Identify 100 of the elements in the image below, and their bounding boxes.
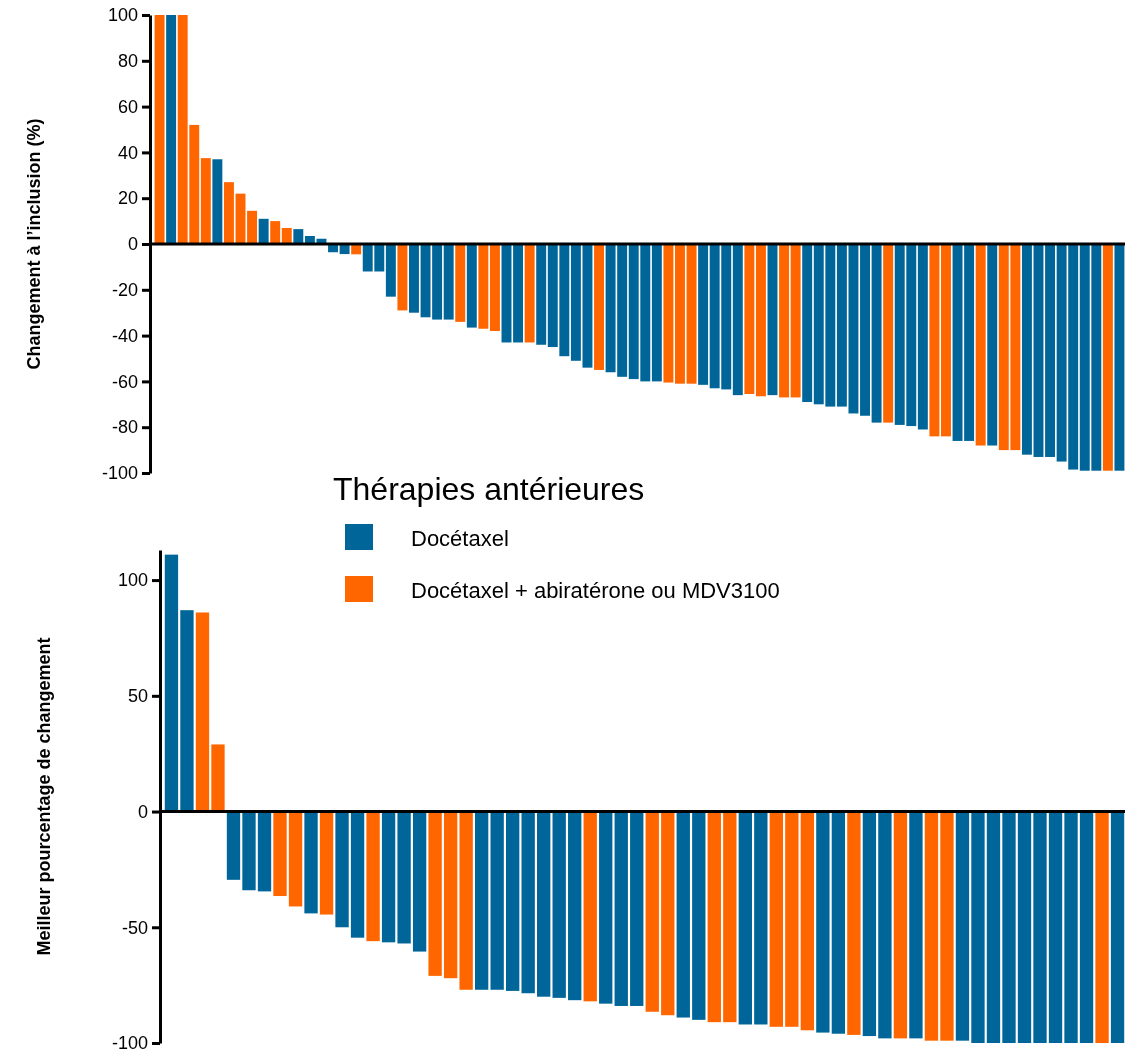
bar [552,811,566,998]
bar [288,811,303,907]
y-tick-label: 20 [117,188,138,209]
bar [940,811,954,1041]
bar [258,218,269,244]
bar [955,811,970,1041]
bar [1033,244,1044,457]
y-tick-label: 0 [137,801,148,822]
bar [686,244,697,384]
bar [397,811,411,944]
y-tick-label: 60 [117,96,138,117]
bar [568,811,582,1001]
bar [1017,811,1032,1043]
bar [707,811,721,1023]
bar [166,15,177,244]
bar [599,811,613,1004]
bar [226,811,241,880]
y-tick-label: 100 [117,570,148,591]
bar [247,210,258,244]
bar [211,744,225,812]
bar [909,811,923,1039]
bar [536,244,547,345]
bar [443,244,454,320]
bar [304,811,318,914]
bar [513,244,524,343]
y-tick-label: -40 [111,325,138,346]
bar [723,811,737,1023]
y-tick-label: -60 [111,371,138,392]
bar [490,811,504,990]
legend-label: Docétaxel + abiratérone ou MDV3100 [411,578,780,603]
bar [860,244,870,416]
bar [180,610,194,812]
bar [397,244,408,311]
bar [242,811,256,891]
bar [986,811,1001,1043]
bar [474,811,489,990]
bar [924,811,939,1041]
bar [971,811,985,1043]
bar [1045,244,1056,457]
bar [385,244,396,297]
bar [594,244,604,370]
y-axis-title: Meilleur pourcentage de changement [34,637,54,956]
legend-label: Docétaxel [411,526,509,551]
bar [466,244,477,328]
bar [785,811,799,1027]
bar [273,811,287,897]
bar [676,811,690,1018]
bar [223,182,234,244]
bar [281,227,292,244]
y-tick-label: 0 [127,234,138,255]
bar [769,811,783,1027]
bar [164,554,179,812]
bar [350,811,365,938]
bar [366,811,380,942]
y-tick-label: -100 [111,1033,148,1054]
bar [270,221,281,244]
bar [732,244,743,396]
bar [754,811,768,1025]
bar [506,811,520,991]
bar [583,811,597,1002]
bar [744,244,755,394]
bar [335,811,349,928]
bar [293,229,304,244]
bar [878,811,892,1039]
bar [537,811,551,997]
bar [443,811,458,979]
bar [917,244,928,430]
bar [645,811,659,1012]
bar [987,244,998,446]
bar [816,811,830,1033]
y-tick-label: -20 [111,280,138,301]
y-tick-label: 100 [107,5,138,26]
bar [1048,811,1063,1043]
bar [154,15,165,244]
bar [651,244,662,382]
bar [412,811,427,952]
bar [630,811,644,1006]
bar [200,158,211,244]
bar [675,244,685,384]
bar [800,811,815,1031]
bar [661,811,675,1016]
y-tick-label: 50 [127,686,148,707]
bar [524,244,535,343]
bar [941,244,951,437]
bar [893,811,908,1039]
legend-title: Thérapies antérieures [333,471,645,507]
bar [883,244,894,423]
bar [1095,811,1109,1043]
bar [428,811,442,976]
y-tick-label: -80 [111,417,138,438]
bar [459,811,473,990]
bar [1110,811,1125,1043]
bar [489,244,500,332]
bar [779,244,790,398]
bar [1002,811,1016,1043]
bar [381,811,396,943]
bar [195,612,210,812]
bar [692,811,706,1020]
bar [847,811,861,1035]
bar [1021,244,1032,455]
